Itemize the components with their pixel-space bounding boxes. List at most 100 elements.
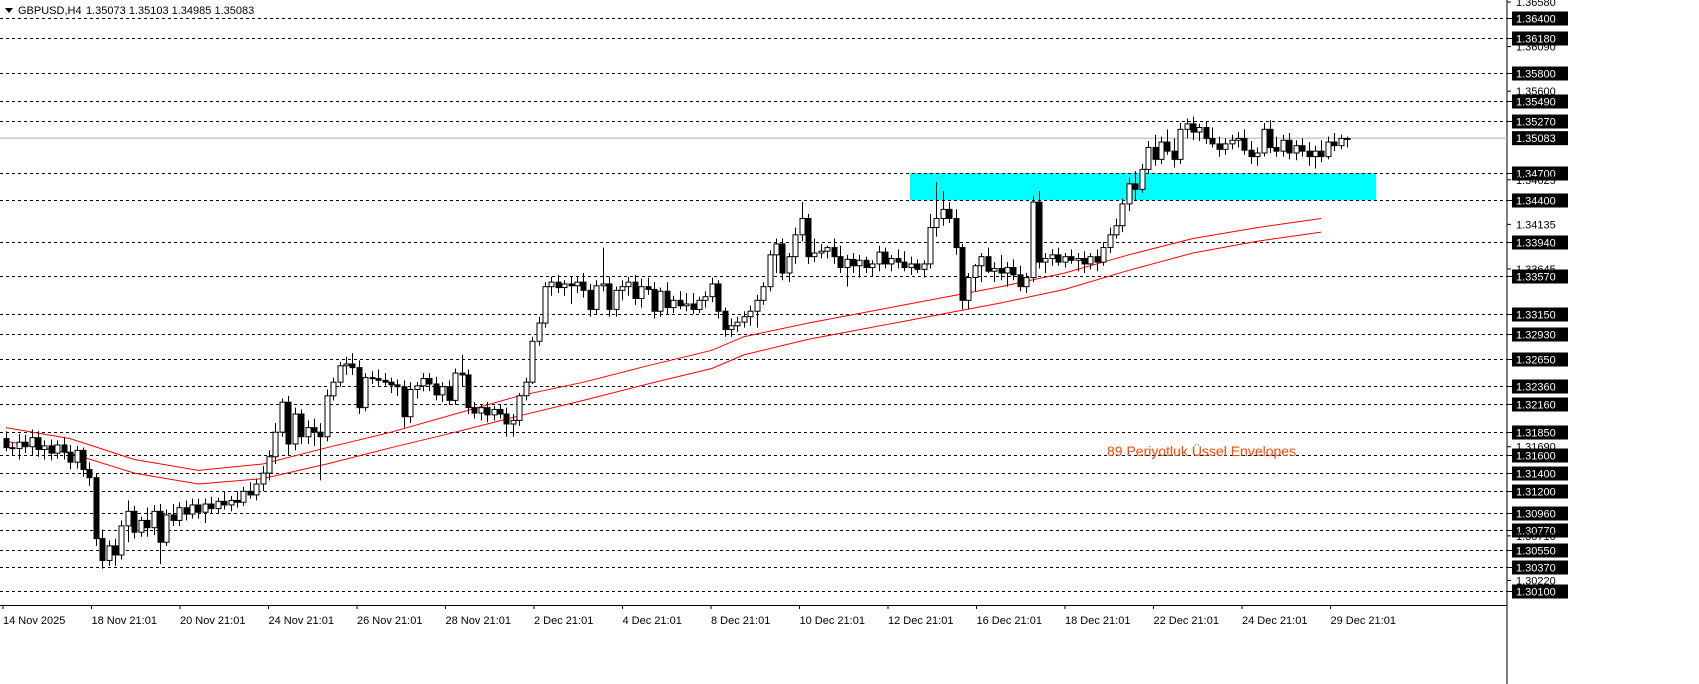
level-price-box[interactable] [1512, 166, 1568, 181]
level-price-box[interactable] [1512, 327, 1568, 342]
candle-bull [1222, 143, 1229, 150]
candle-bear [959, 247, 966, 301]
candle-bear [80, 449, 87, 470]
time-label[interactable]: 18 Dec 21:01 [1065, 615, 1130, 627]
candle-bear [35, 437, 42, 450]
time-label[interactable]: 10 Dec 21:01 [800, 615, 865, 627]
candle-bear [1241, 137, 1248, 151]
level-price-label: 1.30770 [1516, 526, 1556, 538]
candle-bear [998, 267, 1005, 274]
time-label[interactable]: 8 Dec 21:01 [711, 615, 770, 627]
candle-bull [773, 243, 780, 256]
candle-bear [401, 386, 408, 418]
candle-bear [311, 427, 318, 433]
horizontal-levels[interactable] [0, 18, 1507, 592]
level-price-label: 1.30960 [1516, 509, 1556, 521]
level-price-label: 1.33940 [1516, 238, 1556, 250]
level-price-label: 1.31200 [1516, 487, 1556, 499]
candle-bull [260, 472, 267, 485]
level-price-box[interactable] [1512, 352, 1568, 367]
level-price-box[interactable] [1512, 31, 1568, 46]
price-axis[interactable]: 1.36400 1.36180 1.35800 1.35490 1.35270 1.347… [1507, 0, 1568, 599]
time-label[interactable]: 24 Dec 21:01 [1242, 615, 1307, 627]
candle-bull [176, 507, 183, 521]
level-price-box[interactable] [1512, 66, 1568, 81]
candle-bull [811, 252, 818, 258]
candle-bear [779, 243, 786, 274]
candle-bull [818, 250, 825, 254]
level-price-box[interactable] [1512, 484, 1568, 499]
level-price-box[interactable] [1512, 94, 1568, 109]
candle-bull [1158, 141, 1165, 160]
candle-bull [921, 263, 928, 270]
level-price-box[interactable] [1512, 379, 1568, 394]
time-label[interactable]: 20 Nov 21:01 [180, 615, 245, 627]
candle-bear [112, 545, 119, 556]
candle-bear [580, 281, 587, 291]
candle-bear [471, 407, 478, 414]
level-price-box[interactable] [1512, 397, 1568, 412]
axis-tick-label: 1.30710 [1516, 531, 1556, 543]
level-price-box[interactable] [1512, 523, 1568, 538]
current-price-label: 1.35083 [1516, 133, 1556, 145]
level-price-box[interactable] [1512, 235, 1568, 250]
time-label[interactable]: 26 Nov 21:01 [357, 615, 422, 627]
time-label[interactable]: 29 Dec 21:01 [1331, 615, 1396, 627]
ohlc-readout: 1.35073 1.35103 1.34985 1.35083 [86, 5, 254, 17]
time-label[interactable]: 2 Dec 21:01 [534, 615, 593, 627]
level-price-box[interactable] [1512, 114, 1568, 129]
level-price-box[interactable] [1512, 560, 1568, 575]
time-label[interactable]: 22 Dec 21:01 [1154, 615, 1219, 627]
candle-bull [657, 290, 664, 312]
time-label[interactable]: 14 Nov 2025 [3, 615, 65, 627]
candle-bear [645, 286, 652, 290]
candle-bull [574, 281, 581, 287]
candle-bull [1113, 225, 1120, 236]
candle-bull [619, 286, 626, 291]
candle-bear [195, 504, 202, 513]
level-price-box[interactable] [1512, 11, 1568, 26]
level-price-label: 1.31600 [1516, 451, 1556, 463]
level-price-box[interactable] [1512, 466, 1568, 481]
level-price-label: 1.35490 [1516, 97, 1556, 109]
time-label[interactable]: 12 Dec 21:01 [888, 615, 953, 627]
dropdown-triangle-icon[interactable] [5, 8, 13, 13]
candle-bear [144, 519, 151, 529]
level-price-box[interactable] [1512, 543, 1568, 558]
time-label[interactable]: 18 Nov 21:01 [92, 615, 157, 627]
candle-bear [131, 510, 138, 533]
time-axis[interactable]: 14 Nov 2025 18 Nov 21:01 20 Nov 21:01 24 No… [2, 605, 1396, 627]
candle-bull [266, 456, 273, 474]
candle-bear [677, 299, 684, 307]
candle-bear [394, 384, 401, 388]
time-label[interactable]: 24 Nov 21:01 [269, 615, 334, 627]
time-label[interactable]: 4 Dec 21:01 [623, 615, 682, 627]
level-price-box[interactable] [1512, 193, 1568, 208]
candle-bull [1087, 256, 1094, 265]
current-price-box[interactable] [1512, 131, 1568, 146]
time-label[interactable]: 28 Nov 21:01 [446, 615, 511, 627]
time-label[interactable]: 16 Dec 21:01 [977, 615, 1042, 627]
candle-bull [1100, 247, 1107, 263]
candle-bear [831, 247, 838, 258]
candle-bear [1152, 147, 1159, 160]
candle-bull [305, 427, 312, 438]
candle-bear [722, 310, 729, 330]
level-price-box[interactable] [1512, 506, 1568, 521]
level-price-label: 1.35800 [1516, 69, 1556, 81]
candle-bear [3, 438, 10, 449]
candle-bull [792, 234, 799, 258]
level-price-box[interactable] [1512, 269, 1568, 284]
candle-bull [683, 303, 690, 307]
candle-bull [869, 263, 876, 269]
candle-bear [953, 217, 960, 249]
level-price-box[interactable] [1512, 307, 1568, 322]
axis-tick-label: 1.33645 [1516, 264, 1556, 276]
level-price-box[interactable] [1512, 584, 1568, 599]
candle-bear [1068, 256, 1075, 261]
axis-tick-label: 1.34135 [1516, 219, 1556, 231]
level-price-box[interactable] [1512, 425, 1568, 440]
level-price-box[interactable] [1512, 448, 1568, 463]
